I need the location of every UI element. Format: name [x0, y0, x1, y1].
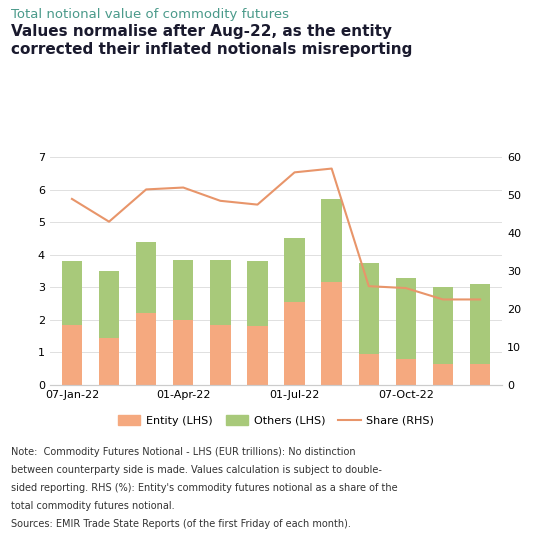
- Bar: [173, 320, 193, 385]
- Bar: [99, 271, 119, 338]
- Bar: [210, 325, 231, 385]
- Share (RHS): [402, 285, 409, 292]
- Bar: [470, 364, 490, 385]
- Share (RHS): [217, 198, 224, 204]
- Bar: [396, 359, 416, 385]
- Bar: [62, 325, 82, 385]
- Text: between counterparty side is made. Values calculation is subject to double-: between counterparty side is made. Value…: [11, 465, 382, 475]
- Share (RHS): [439, 296, 446, 303]
- Bar: [396, 278, 416, 359]
- Bar: [173, 260, 193, 320]
- Share (RHS): [68, 196, 75, 202]
- Share (RHS): [143, 186, 150, 193]
- Share (RHS): [477, 296, 484, 303]
- Text: Sources: EMIR Trade State Reports (of the first Friday of each month).: Sources: EMIR Trade State Reports (of th…: [11, 519, 351, 528]
- Bar: [359, 263, 379, 354]
- Line: Share (RHS): Share (RHS): [72, 169, 480, 300]
- Bar: [247, 261, 268, 326]
- Bar: [284, 238, 305, 302]
- Bar: [62, 261, 82, 325]
- Bar: [247, 326, 268, 385]
- Text: Total notional value of commodity futures: Total notional value of commodity future…: [11, 8, 289, 21]
- Text: total commodity futures notional.: total commodity futures notional.: [11, 501, 174, 511]
- Bar: [210, 260, 231, 325]
- Bar: [321, 282, 342, 385]
- Text: Note:  Commodity Futures Notional - LHS (EUR trillions): No distinction: Note: Commodity Futures Notional - LHS (…: [11, 447, 355, 457]
- Legend: Entity (LHS), Others (LHS), Share (RHS): Entity (LHS), Others (LHS), Share (RHS): [114, 411, 438, 430]
- Share (RHS): [328, 165, 335, 172]
- Share (RHS): [254, 202, 261, 208]
- Bar: [470, 284, 490, 364]
- Bar: [99, 338, 119, 385]
- Bar: [136, 313, 156, 385]
- Share (RHS): [180, 184, 187, 191]
- Share (RHS): [106, 218, 113, 225]
- Bar: [359, 354, 379, 385]
- Text: sided reporting. RHS (%): Entity's commodity futures notional as a share of the: sided reporting. RHS (%): Entity's commo…: [11, 483, 397, 493]
- Bar: [284, 302, 305, 385]
- Bar: [433, 287, 453, 364]
- Text: Values normalise after Aug-22, as the entity
corrected their inflated notionals : Values normalise after Aug-22, as the en…: [11, 24, 412, 57]
- Bar: [433, 364, 453, 385]
- Bar: [321, 199, 342, 282]
- Share (RHS): [365, 283, 372, 289]
- Bar: [136, 242, 156, 313]
- Share (RHS): [291, 169, 298, 176]
